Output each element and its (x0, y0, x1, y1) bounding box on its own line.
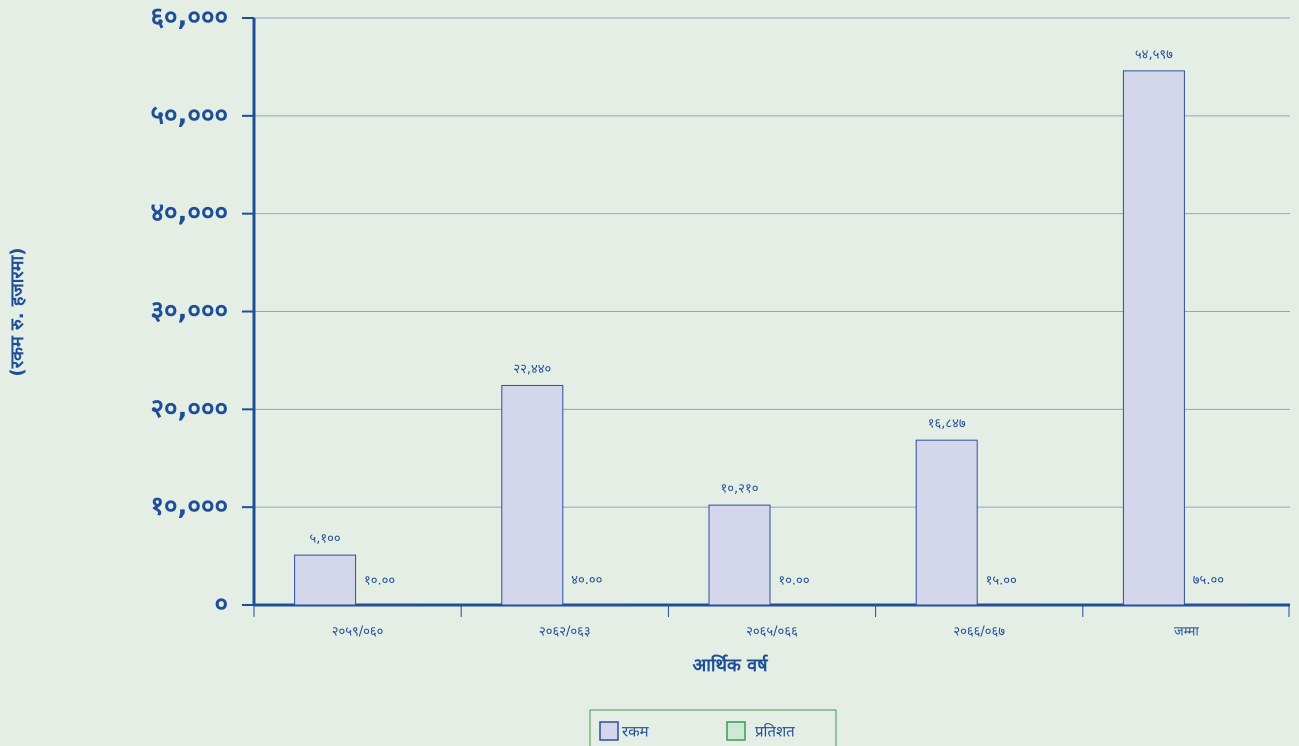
value-label: ५४,५९७ (1135, 47, 1173, 62)
value-label: ४०.०० (571, 573, 602, 588)
legend-label: रकम (622, 723, 650, 741)
x-tick-label: २०६५/०६६ (746, 625, 798, 640)
y-tick-label: ५०,००० (151, 100, 228, 130)
x-tick-label: २०५९/०६० (332, 625, 384, 640)
y-tick-label: ४०,००० (151, 198, 228, 228)
bar (1183, 603, 1246, 606)
value-label: १०.०० (778, 573, 809, 588)
legend-box (589, 709, 837, 746)
x-tick-label: २०६२/०६३ (539, 625, 591, 640)
x-tick-label: २०६६/०६७ (953, 625, 1005, 640)
x-tick-label: जम्मा (1174, 625, 1199, 640)
legend-swatch (599, 721, 619, 741)
value-label: १०,२१० (721, 482, 759, 497)
value-label: १५.०० (986, 573, 1017, 588)
value-label: १६,८४७ (928, 417, 966, 432)
value-label: ५,१०० (310, 532, 341, 547)
y-axis-title: (रकम रु. हजारमा) (7, 248, 28, 377)
value-label: १०.०० (364, 573, 395, 588)
y-tick-label: १०,००० (151, 492, 228, 522)
legend-swatch (726, 721, 746, 741)
y-tick-label: ६०,००० (151, 3, 228, 33)
y-tick-label: ० (214, 590, 228, 620)
value-label: २२,४४० (513, 362, 551, 377)
bar (501, 384, 564, 606)
bar (1122, 70, 1185, 606)
bar (708, 504, 771, 606)
bar (915, 439, 978, 606)
y-tick-label: ३०,००० (151, 296, 228, 326)
y-tick-label: २०,००० (151, 394, 228, 424)
value-label: ७५.०० (1193, 573, 1224, 588)
legend-label: प्रतिशत (755, 723, 795, 741)
x-axis-title: आर्थिक वर्ष (692, 654, 768, 676)
bar (294, 554, 357, 606)
